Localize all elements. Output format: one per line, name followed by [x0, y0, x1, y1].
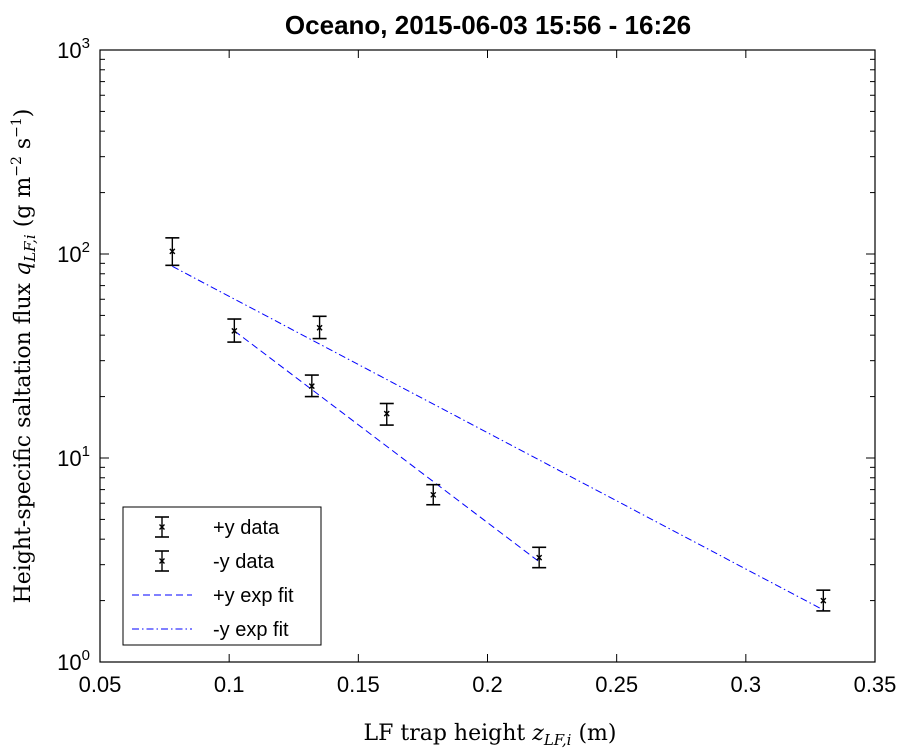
y-tick-exponent: 1	[82, 443, 90, 460]
y-tick-base: 10	[57, 650, 81, 675]
x-tick-label: 0.1	[214, 672, 245, 697]
data-markers	[165, 237, 831, 612]
x-marker	[383, 410, 390, 417]
x-marker	[536, 554, 543, 561]
x-marker	[316, 324, 323, 331]
y-tick-exponent: 3	[82, 35, 90, 52]
y-tick-label: 103	[57, 35, 90, 63]
x-axis-ticks: 0.05 0.1 0.15 0.2 0.25 0.3 0.35	[79, 50, 897, 697]
x-marker	[159, 558, 165, 564]
x-tick-label: 0.3	[731, 672, 762, 697]
y-tick-label: 102	[57, 239, 90, 267]
x-axis-label: LF trap height zLF,i (m)	[364, 721, 617, 749]
y-tick-base: 10	[57, 242, 81, 267]
legend-entry-label: +y data	[213, 517, 280, 539]
x-tick-label: 0.2	[472, 672, 503, 697]
x-tick-label: 0.25	[595, 672, 638, 697]
legend: +y data -y data +y exp fit -y exp fit	[122, 506, 322, 646]
minus-y-data-point	[312, 315, 327, 340]
plus-y-data-point	[426, 483, 441, 506]
legend-box	[122, 506, 322, 646]
x-marker	[820, 597, 827, 604]
x-tick-label: 0.05	[79, 672, 122, 697]
plus-y-data-point	[532, 546, 547, 569]
x-tick-label: 0.35	[854, 672, 897, 697]
x-marker	[231, 327, 238, 334]
minus-y-fit-line	[172, 265, 824, 611]
x-tick-label: 0.15	[337, 672, 380, 697]
plus-y-data-point	[227, 318, 242, 343]
x-marker	[159, 524, 165, 530]
legend-symbol-errorbar	[155, 550, 169, 572]
legend-entry-label: -y data	[213, 551, 275, 573]
legend-entry-label: +y exp fit	[213, 585, 294, 607]
fit-lines	[172, 265, 824, 611]
x-marker	[308, 383, 315, 390]
y-tick-base: 10	[57, 446, 81, 471]
legend-entry-label: -y exp fit	[213, 619, 289, 641]
minus-y-data-point	[165, 237, 180, 267]
y-axis-label: Height-specific saltation flux qLF,i (g …	[9, 109, 39, 604]
plus-y-fit-line	[234, 330, 540, 563]
y-tick-label: 101	[57, 443, 90, 471]
y-tick-exponent: 2	[82, 239, 90, 256]
minus-y-data-point	[816, 589, 831, 612]
x-marker	[169, 248, 176, 255]
y-tick-base: 10	[57, 38, 81, 63]
plus-y-data-point	[304, 374, 319, 398]
y-tick-exponent: 0	[82, 647, 90, 664]
y-tick-label: 100	[57, 647, 90, 675]
chart-title: Oceano, 2015-06-03 15:56 - 16:26	[285, 10, 691, 40]
x-marker	[430, 491, 437, 498]
plus-y-data-point	[379, 402, 394, 426]
legend-symbol-errorbar	[155, 516, 169, 538]
